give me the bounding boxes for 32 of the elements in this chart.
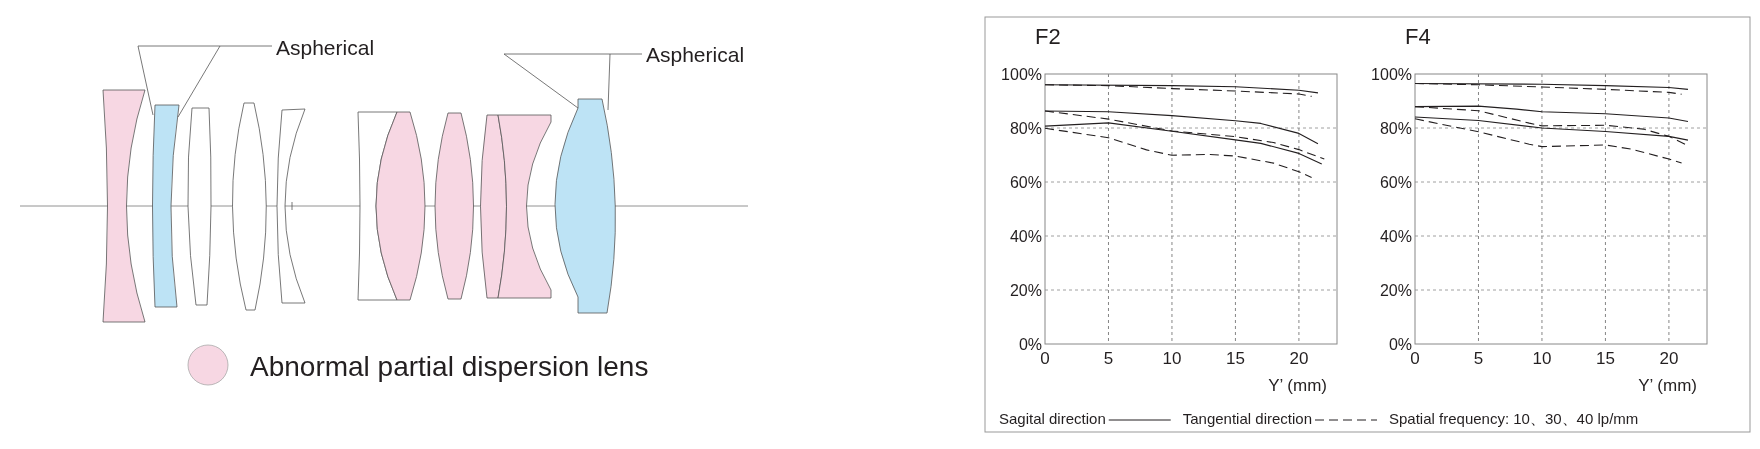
legend-label: Tangential direction (1182, 410, 1312, 427)
legend-label: Sagital direction (999, 410, 1106, 427)
x-tick-label: 10 (1532, 349, 1552, 368)
x-tick-label: 20 (1289, 349, 1309, 368)
text: Abnormal partial dispersion lens (250, 351, 649, 382)
y-tick-label: 100% (1371, 66, 1412, 83)
x-tick-label: 5 (1103, 349, 1114, 368)
x-tick-label: 15 (1225, 349, 1245, 368)
text: Spatial frequency: 10、30、40 lp/mm (1389, 410, 1639, 427)
x-tick-label: 10 (1162, 349, 1182, 368)
x-tick-label: 15 (1595, 349, 1615, 368)
x-tick-label: 0 (1410, 349, 1420, 368)
x-tick-label: 0 (1040, 349, 1050, 368)
chart-title: F4 (1405, 24, 1431, 49)
x-axis-title: Y’ (mm) (1638, 376, 1697, 395)
y-tick-label: 0% (1388, 336, 1412, 353)
y-tick-label: 60% (1009, 174, 1042, 191)
chart-title: F2 (1035, 24, 1061, 49)
y-tick-label: 40% (1379, 228, 1412, 245)
y-tick-label: 80% (1379, 120, 1412, 137)
y-tick-label: 40% (1009, 228, 1042, 245)
y-tick-label: 20% (1379, 282, 1412, 299)
x-tick-label: 5 (1473, 349, 1484, 368)
y-tick-label: 0% (1018, 336, 1042, 353)
x-tick-label: 20 (1659, 349, 1679, 368)
y-tick-label: 60% (1379, 174, 1412, 191)
text: Aspherical (646, 43, 745, 66)
x-axis-title: Y’ (mm) (1268, 376, 1327, 395)
y-tick-label: 100% (1001, 66, 1042, 83)
y-tick-label: 20% (1009, 282, 1042, 299)
y-tick-label: 80% (1009, 120, 1042, 137)
text: Aspherical (276, 36, 375, 59)
